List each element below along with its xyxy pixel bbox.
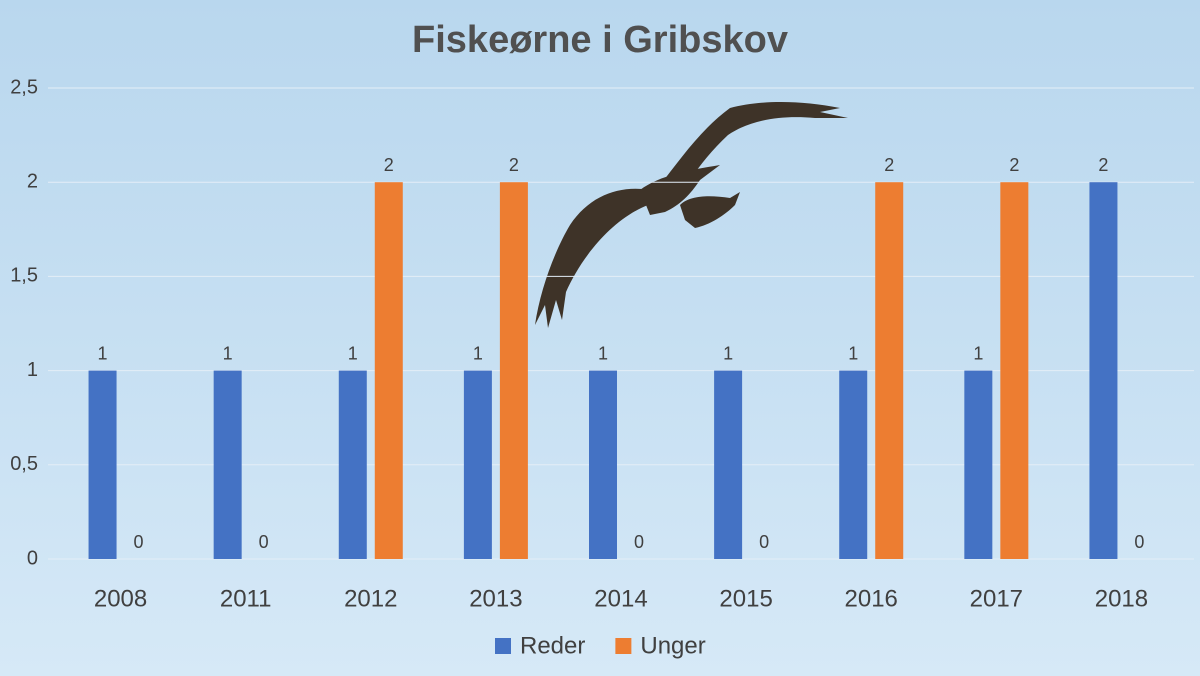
legend-swatch — [615, 638, 632, 654]
bar — [499, 182, 528, 559]
bar — [374, 182, 403, 559]
x-tick-label: 2011 — [220, 585, 272, 612]
bar — [964, 370, 993, 559]
bar — [338, 370, 367, 559]
data-label: 1 — [98, 343, 108, 363]
data-label: 1 — [973, 343, 983, 363]
x-tick-label: 2012 — [344, 585, 397, 612]
data-label: 2 — [1009, 155, 1019, 175]
data-label: 0 — [1134, 532, 1144, 552]
osprey-photo — [535, 102, 848, 328]
x-tick-label: 2017 — [970, 585, 1023, 612]
x-tick-label: 2018 — [1095, 585, 1148, 612]
bar — [589, 370, 617, 559]
data-label: 1 — [223, 343, 233, 363]
bar — [213, 370, 242, 559]
data-label: 1 — [598, 343, 608, 363]
x-tick-label: 2008 — [94, 585, 147, 612]
bar — [88, 370, 117, 559]
y-tick-label: 1,5 — [10, 265, 38, 287]
bar — [714, 370, 743, 559]
y-tick-label: 2 — [27, 170, 38, 192]
x-tick-label: 2015 — [719, 585, 772, 612]
data-label: 0 — [634, 532, 644, 552]
bar — [463, 370, 492, 559]
chart-title: Fiskeørne i Gribskov — [412, 19, 788, 61]
legend-label: Unger — [640, 632, 705, 659]
legend-label: Reder — [520, 632, 585, 659]
y-tick-label: 0,5 — [10, 453, 38, 475]
bar — [1000, 182, 1029, 559]
legend-swatch — [495, 638, 511, 654]
y-tick-label: 0 — [27, 547, 38, 569]
bar — [875, 182, 904, 559]
data-label: 2 — [384, 155, 394, 175]
data-label: 2 — [884, 155, 894, 175]
data-label: 1 — [723, 343, 733, 363]
data-label: 0 — [259, 532, 269, 552]
x-tick-label: 2014 — [594, 585, 647, 612]
bar — [1089, 182, 1118, 559]
data-label: 1 — [348, 343, 358, 363]
x-tick-label: 2013 — [469, 585, 522, 612]
data-label: 0 — [759, 532, 769, 552]
y-tick-label: 2,5 — [10, 76, 38, 98]
data-label: 0 — [134, 532, 144, 552]
x-tick-label: 2016 — [845, 585, 898, 612]
y-tick-label: 1 — [27, 359, 38, 381]
data-label: 1 — [473, 343, 483, 363]
data-label: 2 — [1098, 155, 1108, 175]
data-label: 2 — [509, 155, 519, 175]
data-label: 1 — [848, 343, 858, 363]
bar — [839, 370, 868, 559]
